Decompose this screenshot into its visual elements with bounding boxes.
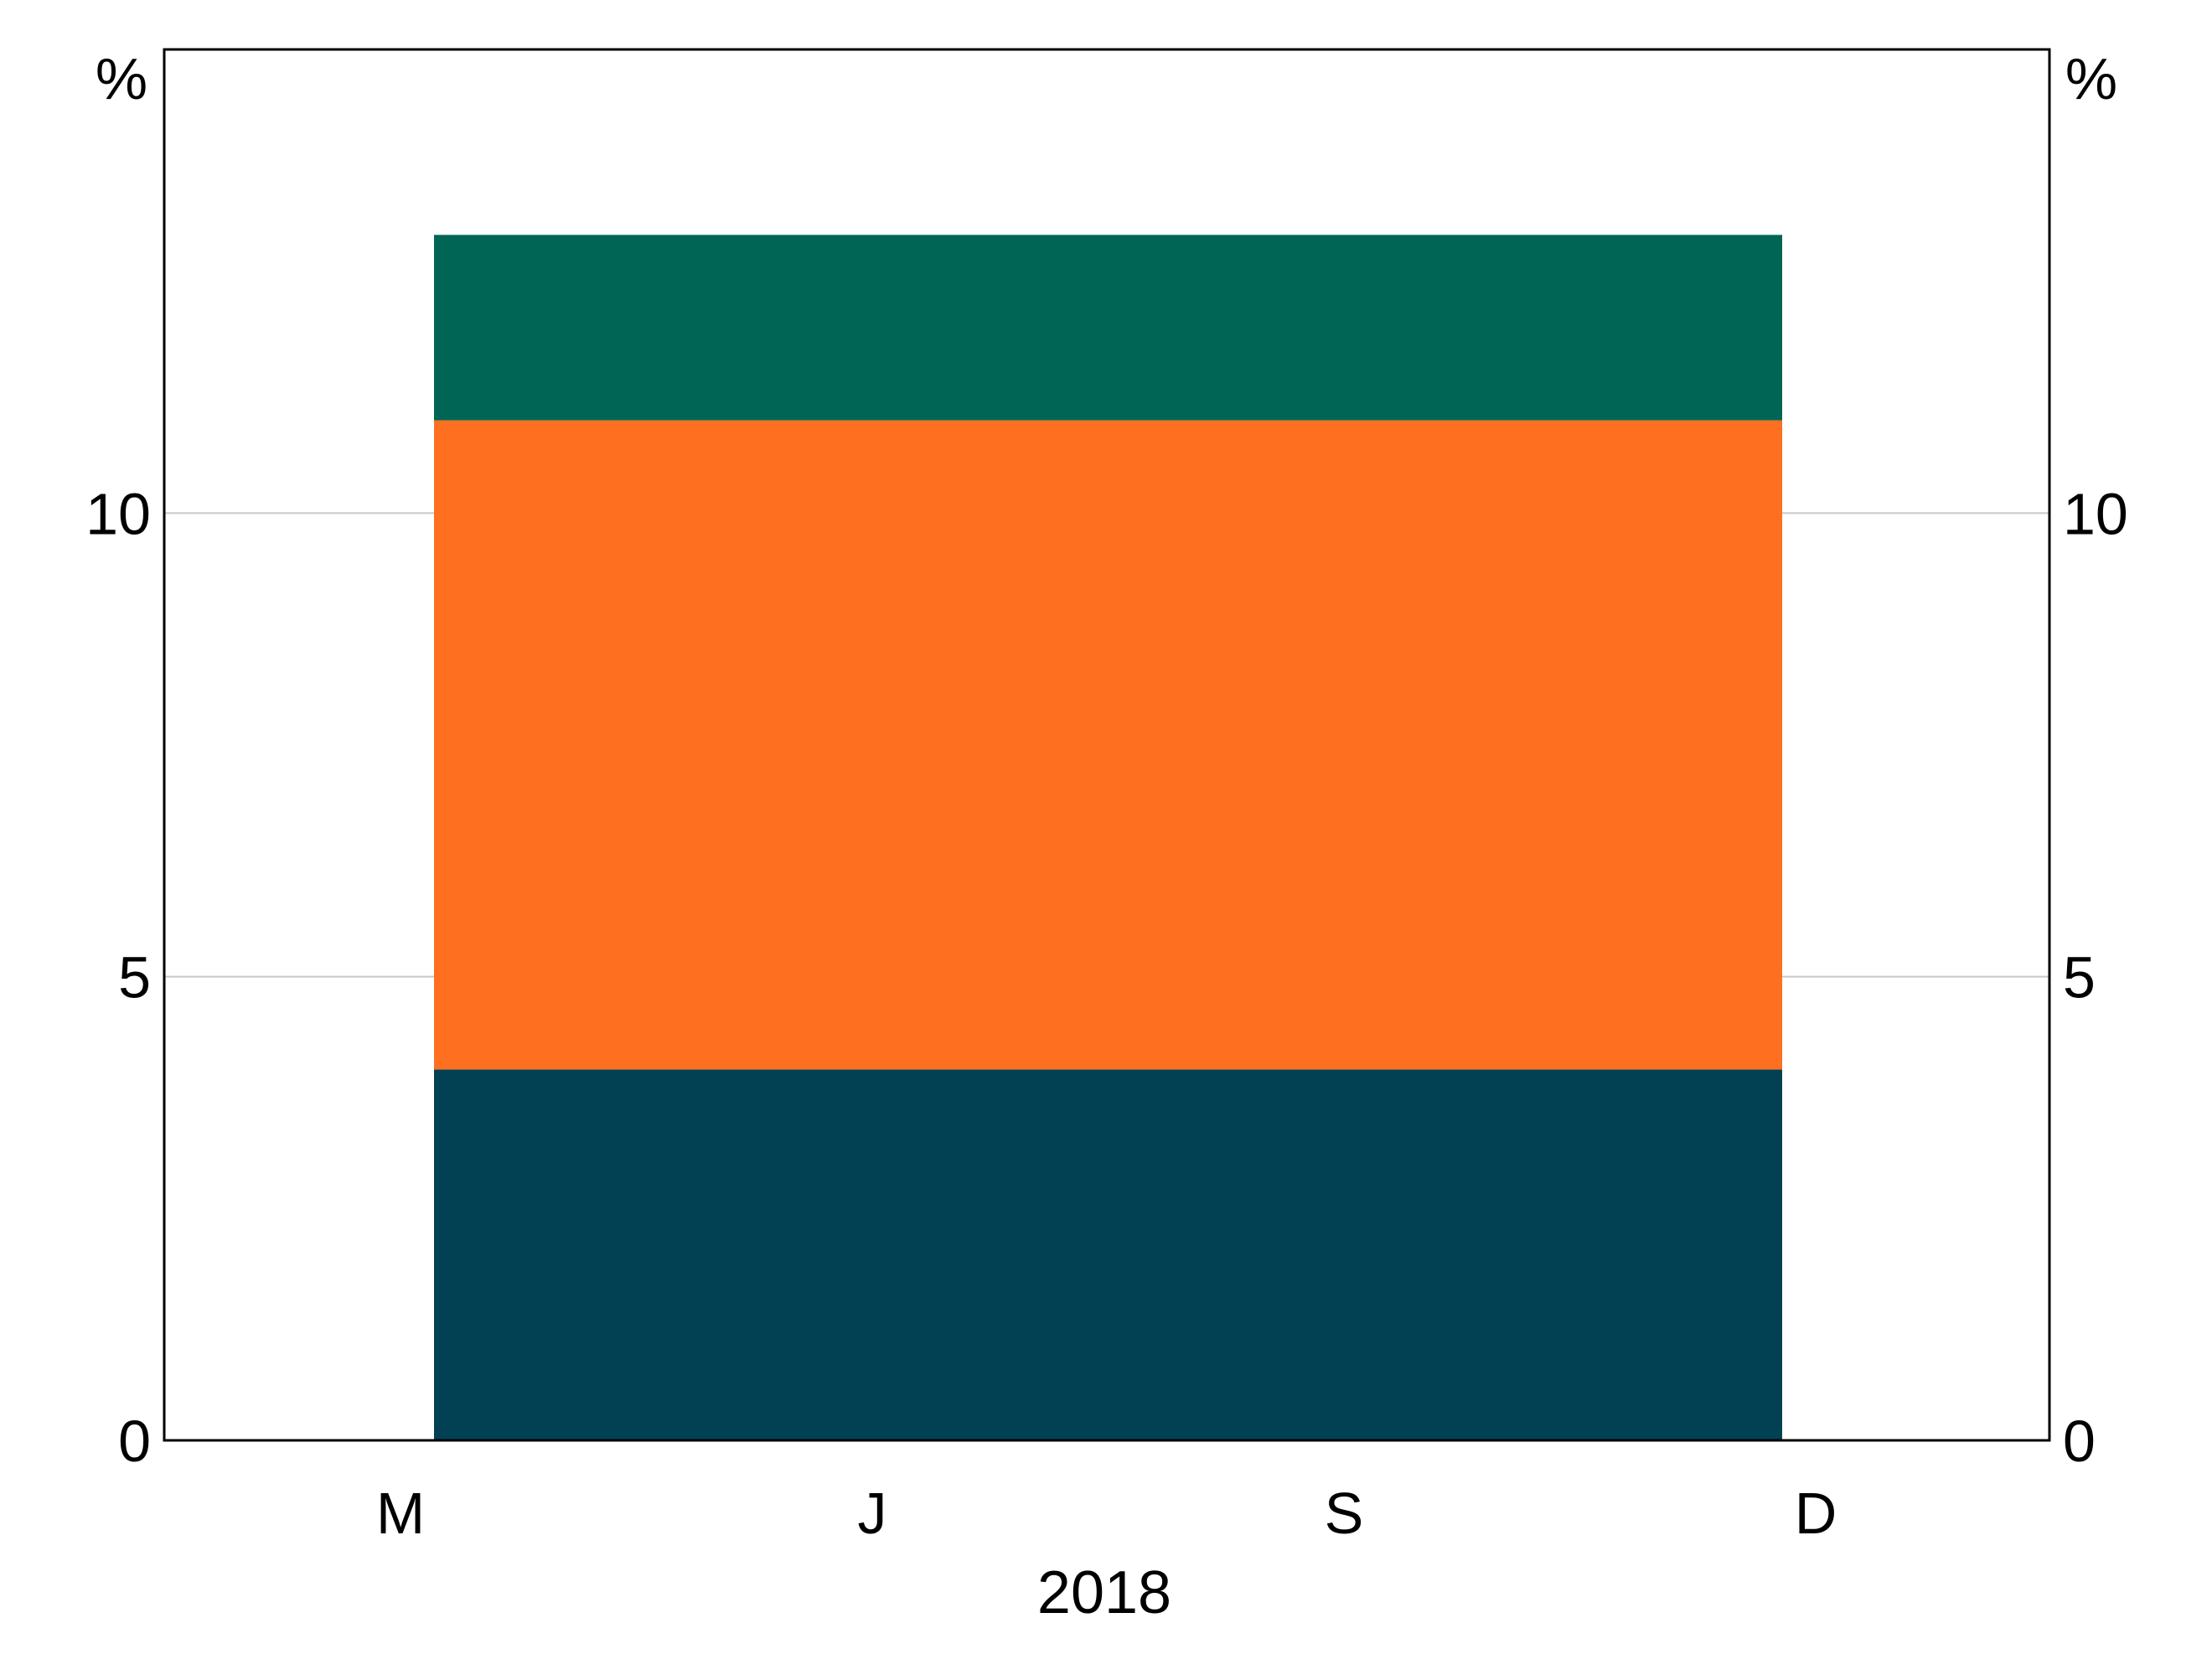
- y-tick-label-left: 5: [118, 945, 151, 1011]
- x-axis-label: 2018: [1037, 1559, 1171, 1626]
- x-tick-label: M: [376, 1481, 425, 1546]
- y-tick-label-left: 10: [85, 481, 151, 546]
- y-tick-label-right: 5: [2063, 945, 2096, 1011]
- y-tick-label-left: 0: [118, 1409, 151, 1474]
- y-unit-right: %: [2065, 46, 2117, 111]
- x-tick-label: J: [858, 1481, 887, 1546]
- y-tick-label-right: 0: [2063, 1409, 2096, 1474]
- x-tick-label: D: [1795, 1481, 1837, 1546]
- y-axis-left: 0 5 10: [85, 481, 151, 1474]
- y-unit-left: %: [96, 46, 147, 111]
- bar-segment-1: [434, 1069, 1782, 1440]
- y-tick-label-right: 10: [2063, 481, 2128, 546]
- y-axis-right: 0 5 10: [2063, 481, 2128, 1474]
- bars: [434, 235, 1782, 1440]
- plot-frame: [163, 48, 2051, 1442]
- x-tick-label: S: [1325, 1481, 1364, 1546]
- bar-segment-2: [434, 420, 1782, 1070]
- bar-segment-3: [434, 235, 1782, 421]
